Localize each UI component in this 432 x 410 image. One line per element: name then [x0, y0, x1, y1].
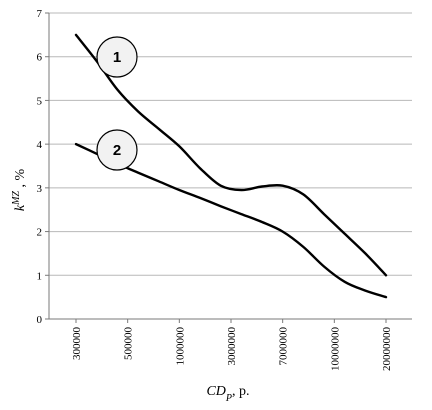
- x-axis-title-main: CD: [206, 384, 225, 399]
- series-1-callout-label: 1: [113, 49, 121, 66]
- x-tick-label-500000: 500000: [123, 327, 135, 361]
- y-tick-label-4: 4: [37, 139, 43, 151]
- series-1-callout-circle: [96, 36, 138, 78]
- y-tick-label-1: 1: [37, 270, 43, 282]
- y-tick-label-3: 3: [37, 183, 43, 195]
- x-tick-label-3000000: 3000000: [226, 327, 238, 366]
- y-axis-title-suffix: , %: [13, 169, 28, 192]
- y-tick-label-0: 0: [37, 314, 43, 326]
- series-2-callout-label: 2: [113, 142, 121, 159]
- series-1-line: [74, 33, 388, 277]
- x-tick-label-1000000: 1000000: [174, 327, 186, 366]
- series-1-callout: 1: [96, 36, 138, 78]
- series-lines: [74, 33, 388, 299]
- x-tick-label-7000000: 7000000: [278, 327, 290, 366]
- x-axis-title: CDP, p.: [206, 384, 249, 404]
- series-2-callout: 2: [96, 129, 138, 171]
- y-tick-label-2: 2: [37, 227, 43, 239]
- x-tick-label-20000000: 20000000: [381, 327, 393, 372]
- series-2-callout-circle: [96, 129, 138, 171]
- x-tick-labels: 300000 500000 1000000 3000000 7000000 1000000…: [71, 319, 393, 371]
- y-axis-title-main: k: [13, 204, 28, 211]
- series-2-line: [74, 142, 388, 299]
- y-axis-title-sup: MZ: [11, 191, 22, 206]
- x-axis-title-sub: P: [225, 393, 232, 404]
- y-tick-label-5: 5: [37, 95, 43, 107]
- y-tick-labels: 0 1 2 3 4 5 6 7: [37, 8, 49, 326]
- x-tick-label-10000000: 10000000: [329, 327, 341, 372]
- y-axis-title: kMZ , %: [11, 169, 29, 212]
- y-tick-label-6: 6: [37, 52, 43, 64]
- y-tick-label-7: 7: [37, 8, 43, 20]
- x-axis-title-suffix: , p.: [232, 384, 250, 399]
- x-tick-label-300000: 300000: [71, 327, 83, 361]
